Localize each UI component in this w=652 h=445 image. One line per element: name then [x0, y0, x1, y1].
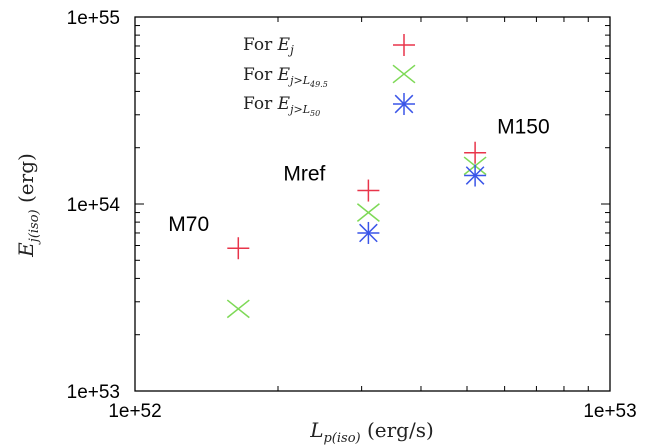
y-axis-title: Ej(iso) (erg)	[14, 153, 42, 258]
x-tick-label: 1e+53	[583, 401, 636, 422]
data-point-cross	[356, 203, 380, 222]
x-axis-title: Lp(iso) (erg/s)	[309, 418, 434, 445]
x-tick-label: 1e+52	[108, 401, 161, 422]
data-point-star	[357, 221, 380, 244]
data-point-cross	[226, 299, 250, 319]
legend-label-ej: For Ej	[243, 35, 294, 57]
legend-marker-cross	[392, 64, 416, 84]
y-tick-label: 1e+55	[67, 8, 120, 29]
data-point-star	[464, 164, 487, 187]
annotation-m150: M150	[497, 116, 550, 139]
y-tick-label: 1e+53	[67, 382, 120, 403]
data-point-plus	[227, 237, 250, 260]
legend-marker-plus	[393, 34, 415, 56]
legend-label-ej-l50: For Ej>L50	[243, 94, 320, 118]
legend-label-ej-l495: For Ej>L49.5	[243, 65, 328, 89]
data-point-plus	[357, 179, 380, 202]
legend: For Ej For Ej>L49.5 For Ej>L50	[243, 35, 328, 118]
legend-marker-star	[393, 93, 415, 115]
annotation-mref: Mref	[283, 163, 325, 186]
data-point-plus	[464, 141, 487, 164]
y-tick-label: 1e+54	[67, 195, 121, 216]
annotation-m70: M70	[168, 213, 209, 236]
plot-frame	[134, 16, 611, 392]
